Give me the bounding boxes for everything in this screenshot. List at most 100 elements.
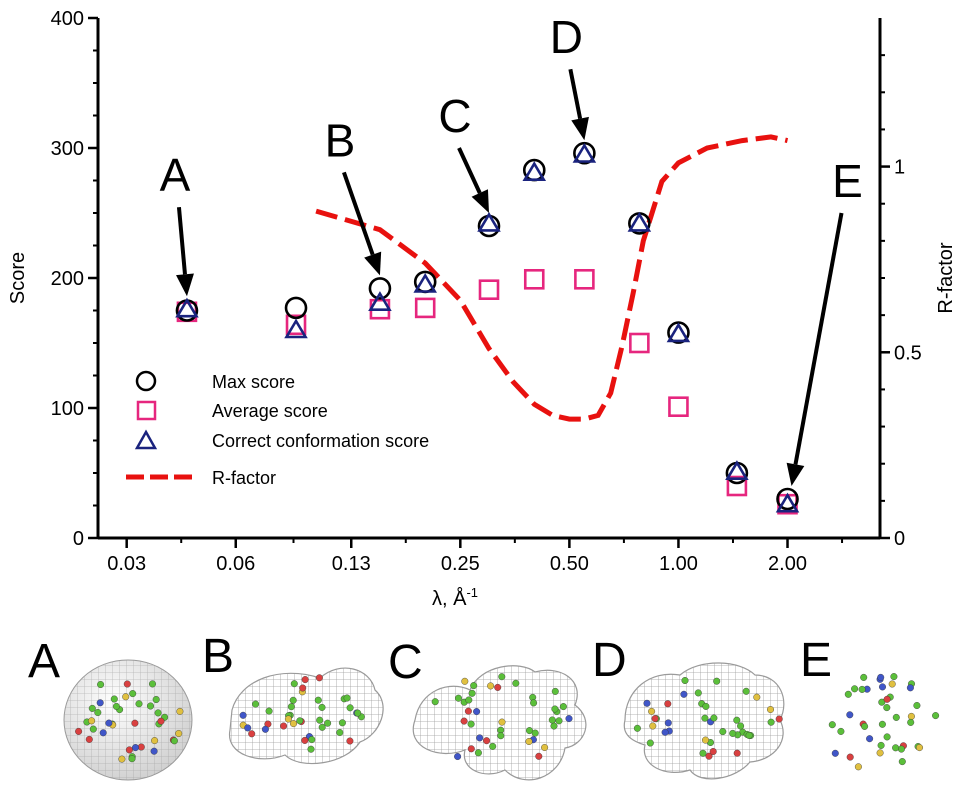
atom-dot [464,707,472,715]
atom-dot [125,746,133,754]
atom-dot [649,722,657,730]
atom-dot [831,749,839,757]
atom-dot [94,709,102,717]
y2-tick-label: 0 [894,528,905,550]
correct-score-point [627,211,652,232]
atom-dot [135,700,143,708]
legend-label-max: Max score [212,372,295,392]
atom-dot [307,745,315,753]
atom-dot [879,683,887,691]
atom-dot [876,749,884,757]
atom-dot [261,725,269,733]
annotations-group: A B C D E [160,11,863,486]
atom-dot [883,704,891,712]
atom-dot [709,748,717,756]
atom-dot [315,674,323,682]
y-tick-label: 300 [51,138,84,160]
atom-dot [548,716,556,724]
x-axis-title-sup: -1 [466,585,478,600]
atom-dot [129,690,137,698]
average-score-point [726,475,748,497]
atom-dot [170,737,178,745]
atom-dot [559,703,567,711]
atom-dot [460,717,468,725]
atom-dot [467,745,475,753]
atom-dot [489,742,497,750]
atom-dot [913,702,921,710]
panel-letter-b: B [202,630,234,683]
atom-dot [151,737,159,745]
annotation-letter-e: E [832,155,863,207]
atom-dot [661,728,669,736]
y2-axis-title: R-factor [935,242,957,313]
atom-dot [128,755,136,763]
atom-dot [498,718,506,726]
annotation-letter-d: D [550,11,583,63]
atom-dot [265,707,273,715]
x-axis-title-main: λ, Å [432,587,467,610]
atom-dot [324,719,332,727]
atom-dot [565,715,573,723]
annotation-letter-b: B [325,114,356,166]
atom-dot [866,735,874,743]
annotation-arrow-head [786,462,805,486]
atom-dot [494,683,502,691]
atom-dot [742,687,750,695]
atom-dot [176,707,184,715]
x-tick-label: 2.00 [768,553,807,575]
panel-a-sphere [63,659,193,781]
atom-dot [883,733,891,741]
panel-letter-e: E [800,634,832,687]
atom-dot [681,677,689,685]
atom-dot [551,687,559,695]
atom-dot [643,699,651,707]
atom-dot [890,673,898,681]
legend-triangle-marker [134,429,158,450]
y2-tick-label: 1 [894,157,905,179]
atom-dot [767,718,775,726]
legend-square-marker [136,400,157,421]
atom-dot [719,728,727,736]
atom-dot [470,682,478,690]
atom-dot [150,747,158,755]
atom-dot [907,712,915,720]
y2-tick-label: 0.5 [894,342,922,364]
atom-dot [105,719,113,727]
atom-dot [248,730,256,738]
annotation-arrow-head [364,251,382,276]
atom-dot [733,749,741,757]
atom-dot [308,736,316,744]
atom-dot [474,749,482,757]
atom-dot [898,758,906,766]
atom-dot [767,706,775,714]
atom-dot [733,716,741,724]
atom-dot [888,680,896,688]
average-score-point [285,314,307,336]
average-score-point [668,396,689,418]
atom-dot [892,744,900,752]
atom-dot [745,731,753,739]
max-score-point [776,487,799,511]
x-tick-label: 0.13 [332,553,371,575]
atom-dot [75,727,83,735]
atom-dot [897,745,905,753]
correct-score-point [725,460,749,481]
atom-dot [252,700,260,708]
y-tick-label: 400 [51,8,84,30]
atom-dot [680,690,688,698]
atom-dot [854,763,862,771]
correct-score-point [368,291,392,312]
atom-dot [531,729,539,737]
atom-dot [878,698,886,706]
atom-dot [512,679,520,687]
atom-dot [137,743,145,751]
atom-dot [461,677,469,685]
atom-dot [858,685,866,693]
annotation-arrow-shaft [457,147,482,194]
atom-dot [497,732,505,740]
average-score-point [574,268,595,290]
atom-dot [465,696,473,704]
atom-dot [860,673,868,681]
atom-dot [705,752,713,760]
